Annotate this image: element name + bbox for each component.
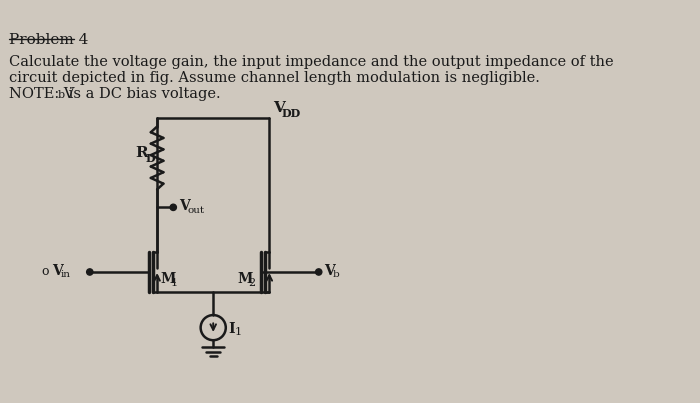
Text: out: out (188, 206, 205, 214)
Text: V: V (178, 199, 190, 214)
Text: DD: DD (282, 108, 301, 119)
Text: is a DC bias voltage.: is a DC bias voltage. (64, 87, 220, 101)
Text: circuit depicted in fig. Assume channel length modulation is negligible.: circuit depicted in fig. Assume channel … (9, 71, 540, 85)
Text: o: o (41, 266, 49, 278)
Text: 2: 2 (248, 278, 255, 288)
Text: I: I (228, 322, 235, 337)
Text: b: b (57, 90, 64, 100)
Text: D: D (146, 154, 155, 164)
Circle shape (316, 269, 322, 275)
Text: Calculate the voltage gain, the input impedance and the output impedance of the: Calculate the voltage gain, the input im… (9, 55, 614, 69)
Circle shape (170, 204, 176, 210)
Text: M: M (238, 272, 253, 286)
Text: b: b (333, 270, 340, 279)
Text: V: V (273, 101, 285, 115)
Text: V: V (52, 264, 63, 278)
Text: 1: 1 (171, 278, 178, 288)
Circle shape (87, 269, 93, 275)
Text: 1: 1 (234, 327, 242, 337)
Text: NOTE: V: NOTE: V (9, 87, 74, 101)
Text: V: V (324, 264, 335, 278)
Text: Problem 4: Problem 4 (9, 33, 88, 47)
Text: R: R (136, 146, 148, 160)
Text: in: in (61, 270, 71, 279)
Text: M: M (161, 272, 176, 286)
